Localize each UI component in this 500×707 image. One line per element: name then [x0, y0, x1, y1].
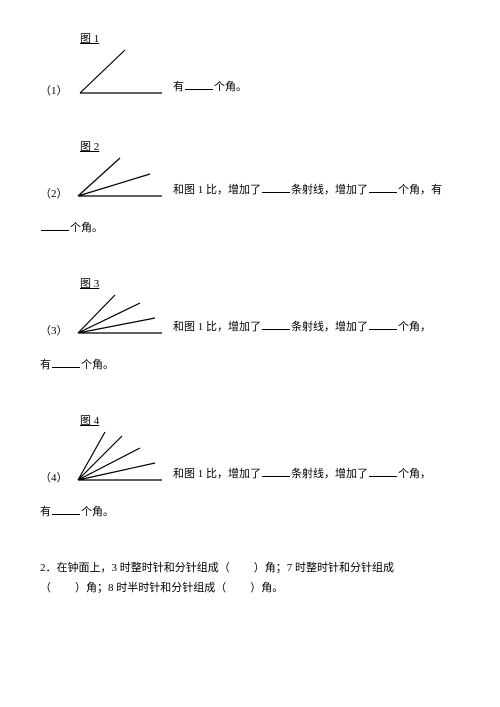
p2-text: 和图 1 比，增加了 条射线，增加了 个角，有 — [173, 181, 442, 201]
problem-1: （1） 图 1 有 个角。 — [40, 30, 460, 98]
problem-2: （2） 图 2 和图 1 比，增加了 条射线，增加了 个角，有 个角。 — [40, 138, 460, 235]
page: （1） 图 1 有个角。 （2） 图 2 — [0, 0, 500, 609]
p2-t1: 和图 1 比，增加了 — [173, 184, 261, 196]
figure-1-label: 图 1 — [80, 30, 99, 46]
figure-3-svg — [70, 293, 165, 338]
p1-t2: 个角。 — [214, 81, 247, 93]
p4-text: 和图 1 比，增加了 条射线，增加了 个角， — [173, 465, 431, 485]
blank — [52, 356, 80, 368]
problem-1-number: （1） — [40, 82, 70, 98]
figure-2-wrap: 图 2 — [70, 138, 165, 201]
p3-text: 和图 1 比，增加了 条射线，增加了 个角， — [173, 318, 431, 338]
paren-blank — [51, 579, 75, 599]
p3-cont1: 有 — [40, 359, 51, 371]
blank — [369, 181, 397, 193]
problem-4-number: （4） — [40, 469, 70, 485]
p4-t1: 和图 1 比，增加了 — [173, 468, 261, 480]
figure-2-svg — [70, 156, 165, 201]
p2-t2: 条射线，增加了 — [291, 184, 368, 196]
figure-1-svg — [70, 48, 165, 98]
p2-cont2: 个角。 — [70, 222, 103, 234]
blank — [185, 78, 213, 90]
q2-prefix: 2．在钟面上，3 时整时针和分针组成（ — [40, 562, 230, 574]
figure-3-wrap: 图 3 — [70, 275, 165, 338]
figure-2-label: 图 2 — [80, 138, 99, 154]
p2-cont: 个角。 — [40, 219, 460, 235]
problem-2-row: （2） 图 2 和图 1 比，增加了 条射线，增加了 个角，有 — [40, 138, 460, 201]
p3-t2: 条射线，增加了 — [291, 321, 368, 333]
problem-4: （4） 图 4 和图 1 比，增加了 条射线，增加了 个角， 有 个角。 — [40, 412, 460, 519]
p3-cont: 有 个角。 — [40, 356, 460, 372]
p3-t3: 个角， — [398, 321, 431, 333]
problem-4-row: （4） 图 4 和图 1 比，增加了 条射线，增加了 个角， — [40, 412, 460, 485]
p1-t1: 有 — [173, 81, 184, 93]
blank — [262, 465, 290, 477]
p3-t1: 和图 1 比，增加了 — [173, 321, 261, 333]
blank — [369, 318, 397, 330]
p4-cont2: 个角。 — [81, 506, 114, 518]
q2-line2a: （ — [40, 582, 51, 594]
problem-3: （3） 图 3 和图 1 比，增加了 条射线，增加了 个角， 有 个角。 — [40, 275, 460, 372]
p4-cont1: 有 — [40, 506, 51, 518]
question-2: 2．在钟面上，3 时整时针和分针组成（ ）角；7 时整时针和分针组成 （ ）角；… — [40, 559, 460, 599]
q2-mid1: ）角；7 时整时针和分针组成 — [254, 562, 394, 574]
p4-t3: 个角， — [398, 468, 431, 480]
blank — [41, 219, 69, 231]
p4-t2: 条射线，增加了 — [291, 468, 368, 480]
q2-mid2: ）角；8 时半时针和分针组成（ — [75, 582, 226, 594]
figure-4-label: 图 4 — [80, 412, 99, 428]
p4-cont: 有 个角。 — [40, 503, 460, 519]
p1-text: 有 个角。 — [173, 78, 247, 98]
figure-3-label: 图 3 — [80, 275, 99, 291]
p2-t3: 个角，有 — [398, 184, 442, 196]
figure-4-svg — [70, 430, 165, 485]
blank — [262, 318, 290, 330]
figure-1-wrap: 图 1 — [70, 30, 165, 98]
q2-end: ）角。 — [250, 582, 283, 594]
p3-cont2: 个角。 — [81, 359, 114, 371]
paren-blank — [230, 559, 254, 579]
problem-3-number: （3） — [40, 322, 70, 338]
figure-4-wrap: 图 4 — [70, 412, 165, 485]
blank — [369, 465, 397, 477]
problem-3-row: （3） 图 3 和图 1 比，增加了 条射线，增加了 个角， — [40, 275, 460, 338]
problem-1-row: （1） 图 1 有 个角。 — [40, 30, 460, 98]
blank — [52, 503, 80, 515]
blank — [262, 181, 290, 193]
paren-blank — [226, 579, 250, 599]
problem-2-number: （2） — [40, 185, 70, 201]
